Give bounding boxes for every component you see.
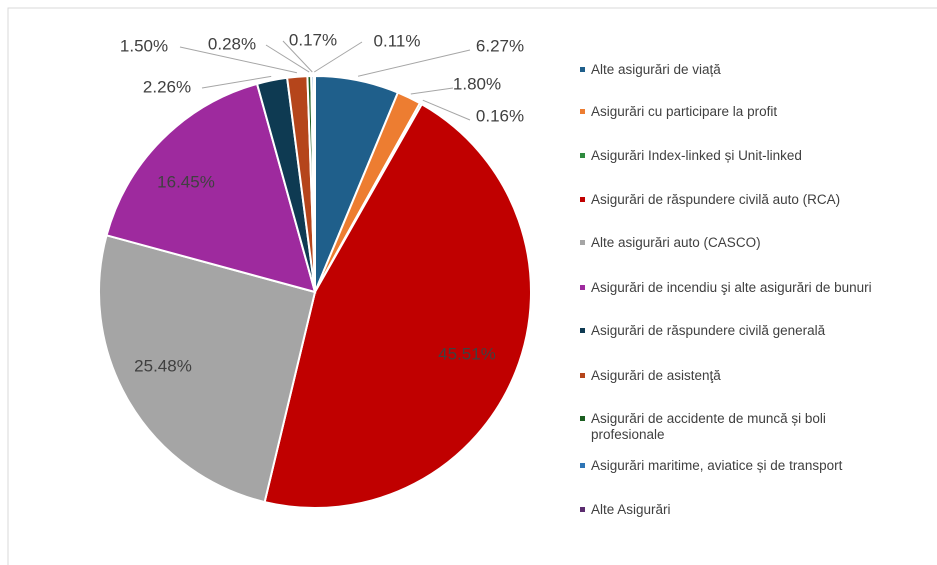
legend-label: Asigurări de incendiu şi alte asigurări … xyxy=(591,280,872,295)
legend-swatch xyxy=(580,415,585,421)
legend-entry: Alte asigurări auto (CASCO) xyxy=(580,235,761,251)
legend-entry: Asigurări maritime, aviatice și de trans… xyxy=(580,458,842,474)
legend-entry: Asigurări de incendiu şi alte asigurări … xyxy=(580,280,872,296)
leader-line xyxy=(201,75,272,89)
legend-entry: Asigurări cu participare la profit xyxy=(580,104,777,120)
pie-slice xyxy=(98,234,317,504)
leader-line xyxy=(282,40,313,73)
data-label: 1.50% xyxy=(120,36,168,55)
leader-line xyxy=(422,99,471,121)
pie-slice xyxy=(105,82,317,294)
pie-slice xyxy=(263,102,532,509)
legend-entry: Alte Asigurări xyxy=(580,502,671,518)
legend-label: Asigurări cu participare la profit xyxy=(591,104,778,119)
data-label: 0.11% xyxy=(374,31,421,50)
legend-swatch xyxy=(580,506,585,512)
legend-label: Asigurări Index-linked și Unit-linked xyxy=(591,148,802,163)
legend-label: Asigurări maritime, aviatice și de trans… xyxy=(591,458,843,473)
legend-swatch xyxy=(580,239,585,245)
legend-swatch xyxy=(580,108,585,114)
data-label: 0.28% xyxy=(208,34,256,53)
legend-swatch xyxy=(580,196,585,202)
legend-swatch xyxy=(580,327,585,333)
leader-line xyxy=(410,87,454,95)
data-label: 2.26% xyxy=(143,77,191,96)
legend-label: Asigurări de asistenţă xyxy=(591,368,721,383)
legend-swatch xyxy=(580,152,585,158)
leader-line xyxy=(357,49,471,77)
legend-label: Alte asigurări auto (CASCO) xyxy=(591,235,761,250)
frame xyxy=(7,7,937,565)
legend-entry: Alte asigurări de viață xyxy=(580,62,721,78)
legend-entry: Asigurări de accidente de muncă și boli … xyxy=(580,411,861,443)
data-label: 45.51% xyxy=(438,344,496,363)
legend-label: Alte Asigurări xyxy=(591,502,671,517)
data-label: 16.45% xyxy=(157,172,215,191)
data-label: 1.80% xyxy=(453,74,501,93)
data-label: 0.17% xyxy=(289,30,337,49)
leader-line xyxy=(179,46,298,74)
legend-entry: Asigurări de răspundere civilă generală xyxy=(580,323,825,339)
legend-entry: Asigurări de răspundere civilă auto (RCA… xyxy=(580,192,840,208)
data-label: 25.48% xyxy=(134,356,192,375)
legend-label: Asigurări de răspundere civilă auto (RCA… xyxy=(591,192,841,207)
pie-slice xyxy=(312,74,316,293)
legend-swatch xyxy=(580,372,585,378)
legend-label: Alte asigurări de viață xyxy=(591,62,721,77)
legend-swatch xyxy=(580,462,585,468)
legend-swatch xyxy=(580,66,585,72)
data-label: 6.27% xyxy=(476,36,524,55)
leader-line xyxy=(313,41,363,73)
legend-label: Asigurări de accidente de muncă și boli … xyxy=(591,411,826,442)
leader-line xyxy=(265,44,310,73)
data-label: 0.16% xyxy=(476,106,524,125)
legend-entry: Asigurări Index-linked și Unit-linked xyxy=(580,148,802,164)
legend-swatch xyxy=(580,284,585,290)
legend-entry: Asigurări de asistenţă xyxy=(580,368,721,384)
legend-label: Asigurări de răspundere civilă generală xyxy=(591,323,826,338)
